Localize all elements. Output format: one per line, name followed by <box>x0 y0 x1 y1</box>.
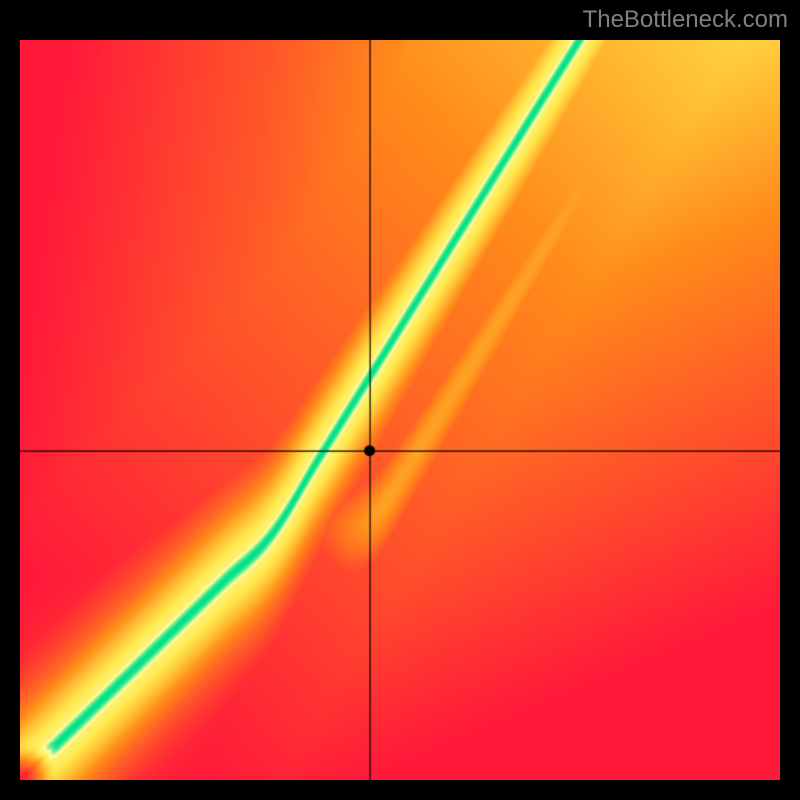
bottleneck-heatmap <box>20 40 780 780</box>
watermark-text: TheBottleneck.com <box>583 6 788 34</box>
chart-container: TheBottleneck.com <box>0 0 800 800</box>
